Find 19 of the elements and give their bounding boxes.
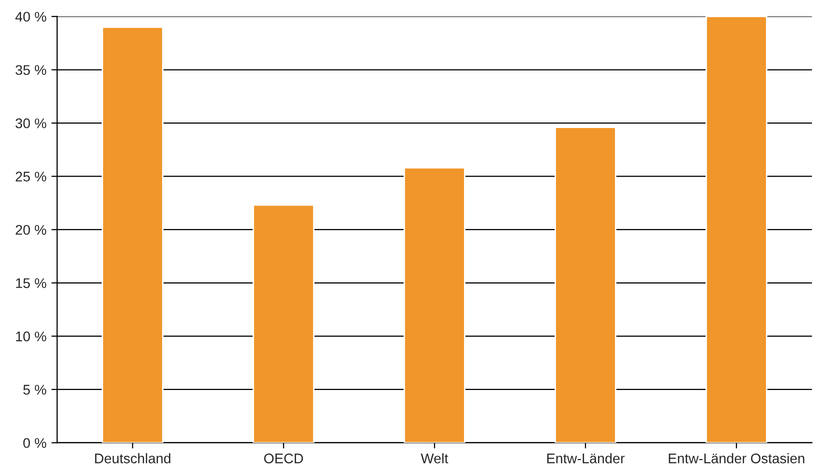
bar <box>404 167 466 443</box>
x-tick-label: OECD <box>264 454 303 464</box>
bar <box>554 126 616 443</box>
y-tick-label: 5 % <box>23 384 46 395</box>
x-tick-label: Welt <box>420 453 448 464</box>
y-tick-label: 30 % <box>16 118 46 128</box>
bar <box>102 26 164 443</box>
y-tick-label: 15 % <box>16 278 46 288</box>
bar <box>252 204 314 443</box>
x-tick-label: Entw-Länder <box>547 453 625 464</box>
bar <box>706 16 768 443</box>
y-tick-label: 0 % <box>23 438 46 448</box>
y-tick-label: 20 % <box>16 224 46 235</box>
x-tick-label: Deutschland <box>95 453 170 464</box>
y-tick-label: 35 % <box>16 65 46 75</box>
y-tick-label: 10 % <box>16 332 46 342</box>
x-tick-label: Entw-Länder Ostasien <box>668 453 804 464</box>
y-tick-label: 25 % <box>16 172 46 182</box>
y-tick-label: 40 % <box>15 12 46 22</box>
